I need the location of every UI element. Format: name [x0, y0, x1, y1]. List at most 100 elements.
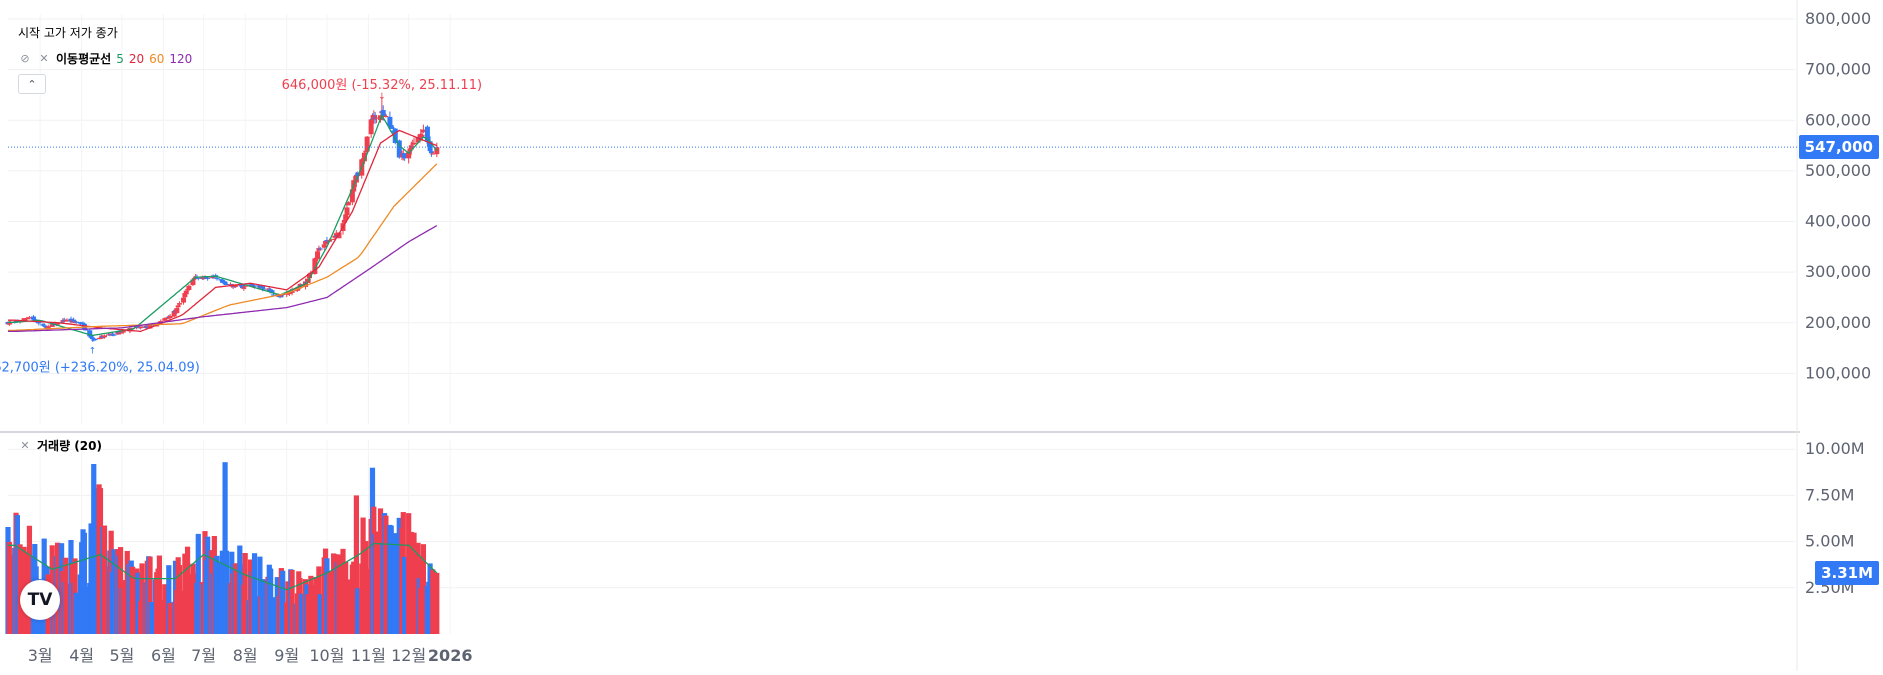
candle [364, 136, 370, 152]
volume-bar [257, 556, 263, 634]
candle [101, 335, 107, 338]
candle [333, 233, 339, 237]
volume-legend: ✕ 거래량 (20) [18, 437, 102, 454]
volume-bar [8, 555, 14, 634]
close-icon[interactable]: ✕ [20, 439, 30, 452]
candle [73, 321, 79, 323]
candle [233, 285, 239, 287]
volume-bar [251, 553, 258, 634]
candle [277, 295, 283, 298]
candle [32, 319, 38, 321]
candle [183, 290, 189, 295]
candle [349, 189, 355, 203]
candle [219, 279, 225, 283]
volume-bar [195, 533, 201, 634]
candle [269, 290, 275, 294]
candle [195, 277, 201, 279]
candle [164, 317, 170, 319]
candle [374, 117, 379, 119]
volume-bar [214, 555, 220, 634]
volume-bar [289, 569, 295, 634]
volume-bar [353, 495, 359, 634]
collapse-legend-button[interactable]: ⌃ [18, 74, 46, 94]
price-tick-label: 800,000 [1805, 9, 1871, 28]
candle [428, 151, 434, 154]
volume-bar [167, 602, 173, 634]
last-price-tag: 547,000 [1798, 135, 1879, 160]
volume-bar [81, 532, 87, 634]
close-icon[interactable]: ✕ [39, 52, 49, 65]
candle [64, 319, 70, 321]
candle [135, 326, 141, 328]
volume-bar [130, 566, 136, 634]
ohlc-legend-label: 시작 고가 저가 종가 [18, 26, 118, 40]
candle [315, 251, 321, 260]
candle [331, 238, 337, 240]
candle [392, 128, 398, 143]
candle [241, 287, 247, 289]
candle [240, 284, 245, 289]
candle [120, 330, 126, 333]
candle [398, 154, 404, 157]
candle [177, 303, 183, 305]
candle [6, 322, 12, 325]
volume-bar [205, 536, 211, 634]
candle [278, 295, 284, 297]
time-tick-label: 5월 [109, 646, 134, 665]
candle [323, 240, 329, 245]
volume-bar [158, 600, 164, 634]
candle [424, 126, 430, 142]
candle [55, 322, 61, 325]
volume-bar [14, 515, 20, 634]
candle [181, 297, 187, 303]
moving-average-line-60 [8, 163, 438, 332]
volume-bar [336, 554, 342, 634]
candle [186, 285, 192, 290]
candle [209, 277, 215, 279]
candle [321, 244, 327, 248]
candle [324, 240, 330, 242]
visibility-toggle-icon[interactable]: ⊘ [20, 52, 30, 65]
time-tick-label: 12월 [391, 646, 426, 665]
moving-average-label: 이동평균선 [56, 52, 112, 66]
candle [25, 318, 31, 320]
candle [345, 202, 351, 206]
time-tick-label: 6월 [151, 646, 176, 665]
price-tick-label: 700,000 [1805, 60, 1871, 79]
volume-bar [17, 544, 23, 634]
last-volume-tag: 3.31M [1815, 560, 1879, 585]
volume-bar [101, 525, 108, 634]
candle [222, 281, 228, 285]
candle [430, 153, 436, 155]
candle [88, 336, 94, 338]
candle [265, 288, 271, 290]
volume-bar [166, 565, 172, 634]
candle [49, 324, 55, 328]
candle [355, 172, 361, 177]
volume-tick-label: 5.00M [1805, 532, 1854, 551]
candle [341, 219, 347, 223]
chevron-up-icon: ⌃ [27, 77, 37, 91]
volume-bar [222, 462, 228, 634]
candle [396, 140, 402, 158]
volume-bar [355, 588, 361, 634]
candle [407, 148, 413, 152]
volume-bar [64, 583, 70, 634]
volume-bar [26, 525, 33, 634]
candle [41, 324, 47, 326]
candle [139, 326, 145, 328]
volume-bar [261, 579, 267, 634]
candle [408, 145, 414, 150]
volume-bar [280, 570, 286, 634]
candle [380, 110, 386, 117]
candle [87, 330, 93, 337]
time-tick-label: 9월 [274, 646, 299, 665]
candle [162, 318, 168, 321]
tradingview-logo[interactable]: TV [20, 580, 60, 620]
volume-bar [364, 568, 370, 634]
candle [317, 248, 323, 250]
candle [332, 235, 338, 238]
volume-bar [148, 602, 154, 634]
